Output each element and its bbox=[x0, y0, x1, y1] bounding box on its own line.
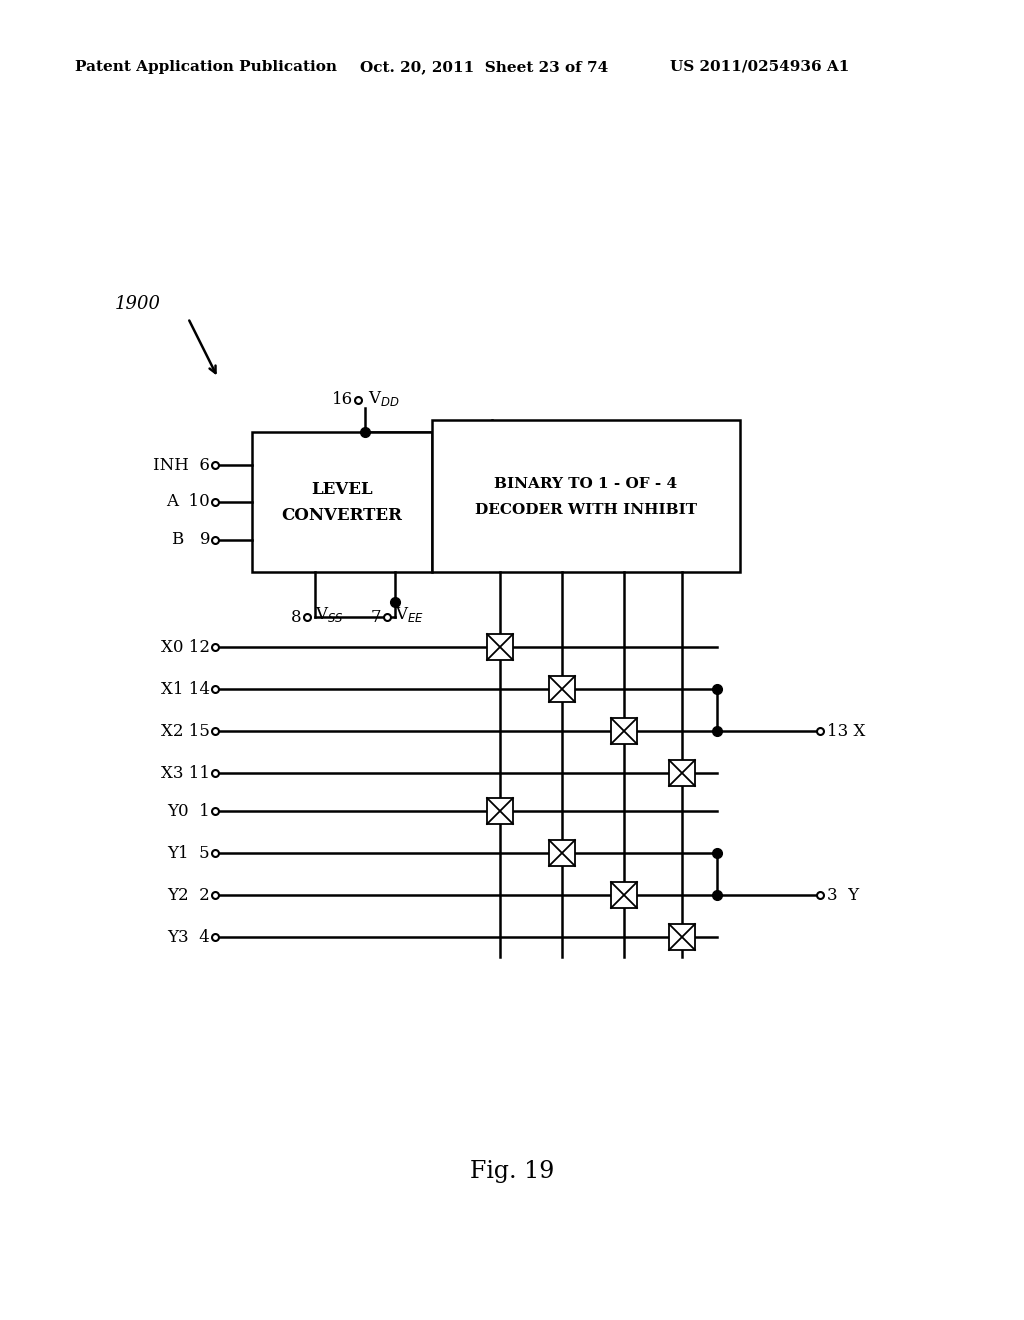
Text: Oct. 20, 2011  Sheet 23 of 74: Oct. 20, 2011 Sheet 23 of 74 bbox=[360, 59, 608, 74]
Bar bbox=[432, 420, 740, 572]
Bar bbox=[611, 718, 637, 744]
Text: CONVERTER: CONVERTER bbox=[282, 507, 402, 524]
Text: X0 12: X0 12 bbox=[161, 639, 210, 656]
Text: $\mathregular{V}_{SS}$: $\mathregular{V}_{SS}$ bbox=[315, 606, 344, 624]
Text: $\mathregular{V}_{DD}$: $\mathregular{V}_{DD}$ bbox=[368, 389, 399, 408]
Text: Y2  2: Y2 2 bbox=[167, 887, 210, 903]
Text: 8: 8 bbox=[291, 609, 301, 626]
Bar bbox=[487, 634, 513, 660]
Text: $\mathregular{V}_{EE}$: $\mathregular{V}_{EE}$ bbox=[395, 606, 424, 624]
Text: X2 15: X2 15 bbox=[161, 722, 210, 739]
Text: Patent Application Publication: Patent Application Publication bbox=[75, 59, 337, 74]
Text: US 2011/0254936 A1: US 2011/0254936 A1 bbox=[670, 59, 849, 74]
Text: 13 X: 13 X bbox=[827, 722, 865, 739]
Text: INH  6: INH 6 bbox=[154, 457, 210, 474]
Text: 7: 7 bbox=[371, 609, 381, 626]
Text: X1 14: X1 14 bbox=[161, 681, 210, 697]
Bar bbox=[611, 882, 637, 908]
Text: DECODER WITH INHIBIT: DECODER WITH INHIBIT bbox=[475, 503, 697, 517]
Text: 3  Y: 3 Y bbox=[827, 887, 859, 903]
Text: 1900: 1900 bbox=[115, 294, 161, 313]
Bar bbox=[549, 840, 575, 866]
Text: LEVEL: LEVEL bbox=[311, 482, 373, 499]
Bar bbox=[669, 924, 695, 950]
Text: BINARY TO 1 - OF - 4: BINARY TO 1 - OF - 4 bbox=[495, 477, 678, 491]
Bar bbox=[549, 676, 575, 702]
Text: 16: 16 bbox=[332, 391, 353, 408]
Bar bbox=[669, 760, 695, 785]
Text: Y3  4: Y3 4 bbox=[167, 928, 210, 945]
Text: A  10: A 10 bbox=[166, 494, 210, 511]
Text: B   9: B 9 bbox=[171, 532, 210, 549]
Bar bbox=[252, 432, 432, 572]
Text: X3 11: X3 11 bbox=[161, 764, 210, 781]
Bar bbox=[487, 799, 513, 824]
Text: Y0  1: Y0 1 bbox=[167, 803, 210, 820]
Text: Fig. 19: Fig. 19 bbox=[470, 1160, 554, 1183]
Text: Y1  5: Y1 5 bbox=[167, 845, 210, 862]
